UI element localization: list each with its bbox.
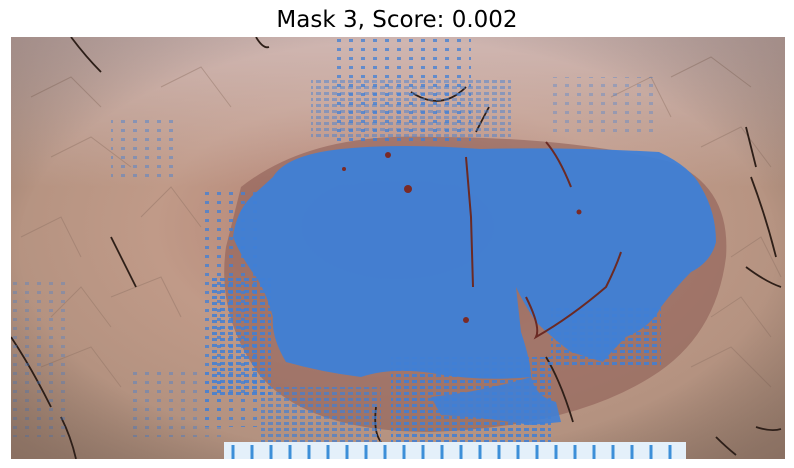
figure-title: Mask 3, Score: 0.002 (276, 7, 518, 33)
segmentation-image-panel (11, 37, 785, 459)
measurement-ruler (224, 442, 686, 459)
